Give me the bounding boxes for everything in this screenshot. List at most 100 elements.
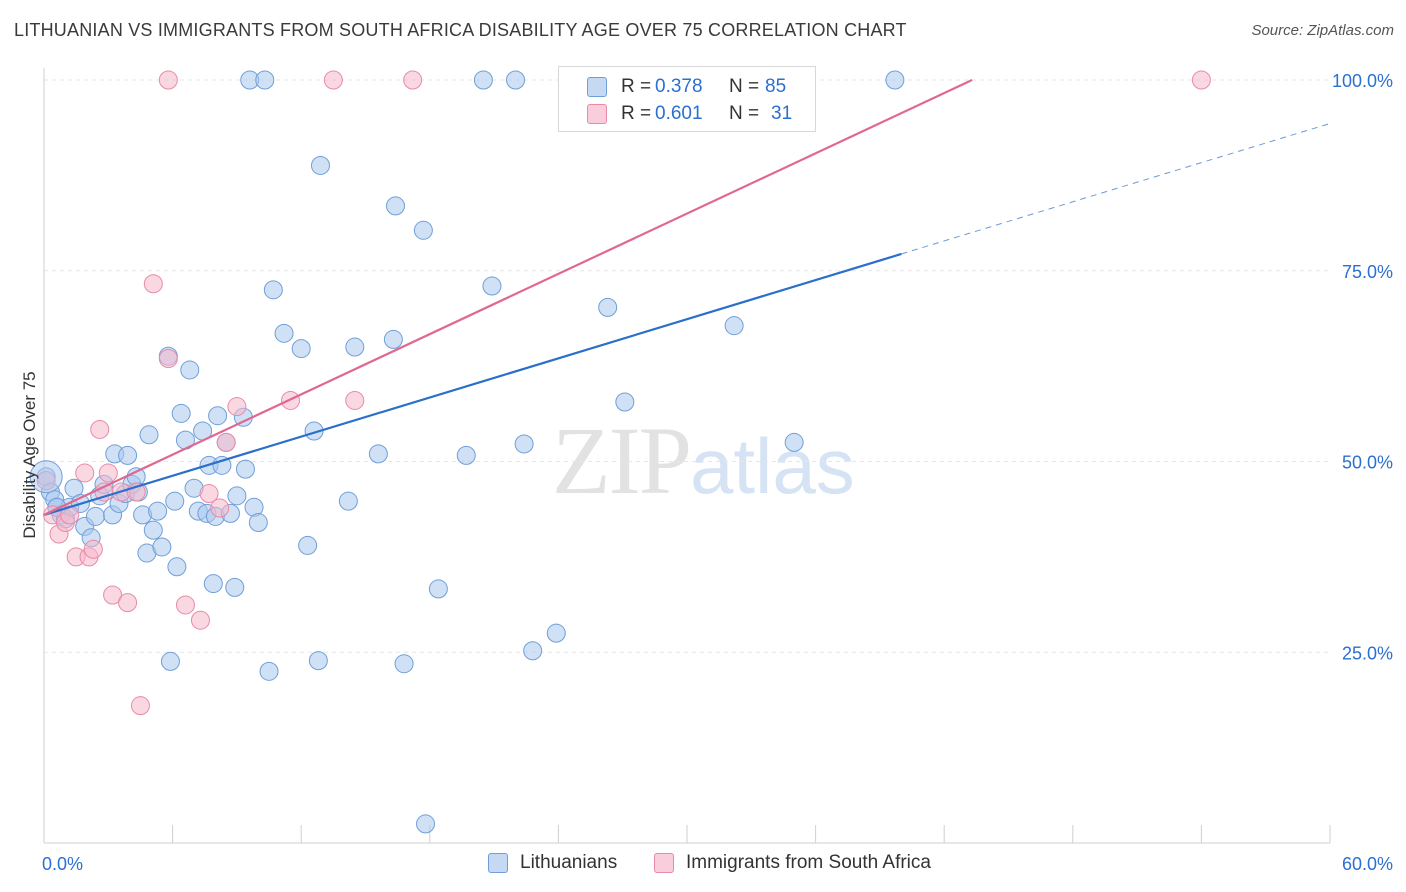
grid-lines (44, 79, 1330, 653)
point-lithuanian (345, 337, 365, 357)
point-lithuanian (29, 460, 63, 494)
point-immigrant (75, 463, 95, 483)
point-immigrant (345, 390, 365, 410)
point-lithuanian (482, 276, 502, 296)
point-immigrant (210, 498, 230, 518)
watermark: ZIPatlas (552, 405, 855, 516)
point-lithuanian (473, 70, 493, 90)
series-legend: Lithuanians Immigrants from South Africa (0, 852, 1406, 878)
point-immigrant (90, 419, 110, 439)
point-lithuanian (368, 444, 388, 464)
point-lithuanian (235, 459, 255, 479)
point-lithuanian (338, 491, 358, 511)
point-lithuanian (291, 339, 311, 359)
series-swatch-blue (488, 853, 508, 873)
y-tick-label: 50.0% (1342, 453, 1393, 473)
series-legend-lithuanians[interactable]: Lithuanians (488, 852, 617, 874)
point-lithuanian (523, 641, 543, 661)
point-lithuanian (227, 486, 247, 506)
point-lithuanian (152, 537, 172, 557)
point-lithuanian (171, 403, 191, 423)
point-lithuanian (259, 661, 279, 681)
point-immigrant (98, 463, 118, 483)
point-lithuanian (298, 535, 318, 555)
point-lithuanian (784, 432, 804, 452)
legend-n-value: 31 (771, 103, 793, 124)
point-lithuanian (724, 316, 744, 336)
legend-n-value: 85 (765, 76, 787, 97)
watermark-atlas: atlas (690, 422, 855, 510)
point-immigrant (323, 70, 343, 90)
point-lithuanian (308, 651, 328, 671)
y-tick-label: 25.0% (1342, 643, 1393, 663)
point-lithuanian (383, 329, 403, 349)
y-tick-label: 100.0% (1332, 71, 1393, 91)
point-immigrant (1191, 70, 1211, 90)
trend-lines (43, 79, 1331, 516)
source-label: Source: ZipAtlas.com (1251, 22, 1394, 39)
point-lithuanian (165, 491, 185, 511)
point-lithuanian (598, 297, 618, 317)
point-lithuanian (208, 406, 228, 426)
point-lithuanian (885, 70, 905, 90)
chart-title: LITHUANIAN VS IMMIGRANTS FROM SOUTH AFRI… (14, 20, 907, 40)
trend-line-immigrants (43, 79, 973, 516)
x-tick-label: 60.0% (1342, 854, 1393, 874)
point-lithuanian (394, 654, 414, 674)
legend-r-value: 0.378 (655, 76, 703, 97)
point-immigrant (158, 70, 178, 90)
point-immigrant (190, 610, 210, 630)
point-lithuanian (225, 577, 245, 597)
point-lithuanian (248, 513, 268, 533)
tick-labels: 25.0% 50.0% 75.0% 100.0% 0.0% 60.0% (42, 71, 1393, 874)
series-legend-immigrants[interactable]: Immigrants from South Africa (654, 852, 931, 874)
point-immigrant (158, 348, 178, 368)
point-immigrant (199, 484, 219, 504)
correlation-legend: R = 0.378 N = 85 R = 0.601 N = 31 (558, 66, 816, 132)
legend-n-label: N = (729, 76, 760, 97)
data-points (29, 70, 1211, 834)
watermark-zip: ZIP (552, 407, 692, 514)
legend-swatch-blue (587, 77, 607, 97)
point-lithuanian (203, 574, 223, 594)
point-immigrant (216, 432, 236, 452)
point-lithuanian (263, 280, 283, 300)
point-lithuanian (118, 445, 138, 465)
point-lithuanian (456, 445, 476, 465)
point-lithuanian (416, 814, 436, 834)
point-immigrant (103, 585, 123, 605)
point-lithuanian (274, 323, 294, 343)
y-tick-label: 75.0% (1342, 262, 1393, 282)
point-lithuanian (615, 392, 635, 412)
legend-swatch-pink (587, 104, 607, 124)
point-immigrant (83, 539, 103, 559)
point-lithuanian (85, 506, 105, 526)
point-lithuanian (413, 220, 433, 240)
point-lithuanian (180, 360, 200, 380)
point-lithuanian (148, 501, 168, 521)
series-label-lithuanians: Lithuanians (520, 852, 618, 873)
point-immigrant (403, 70, 423, 90)
point-lithuanian (143, 520, 163, 540)
y-axis-label: Disability Age Over 75 (20, 371, 39, 539)
point-lithuanian (255, 70, 275, 90)
point-immigrant (118, 593, 138, 613)
point-immigrant (143, 274, 163, 294)
axes (43, 68, 1331, 844)
point-lithuanian (212, 455, 232, 475)
point-immigrant (130, 696, 150, 716)
trend-line-lithuanians-extension (901, 123, 1331, 255)
point-lithuanian (310, 155, 330, 175)
point-immigrant (227, 397, 247, 417)
point-lithuanian (167, 557, 187, 577)
legend-r-label: R = (621, 76, 652, 97)
point-lithuanian (514, 434, 534, 454)
legend-r-label: R = (621, 103, 652, 124)
trend-line-lithuanians (43, 252, 902, 516)
point-lithuanian (428, 579, 448, 599)
series-swatch-pink (654, 853, 674, 873)
point-lithuanian (386, 196, 406, 216)
point-immigrant (60, 505, 80, 525)
point-lithuanian (506, 70, 526, 90)
